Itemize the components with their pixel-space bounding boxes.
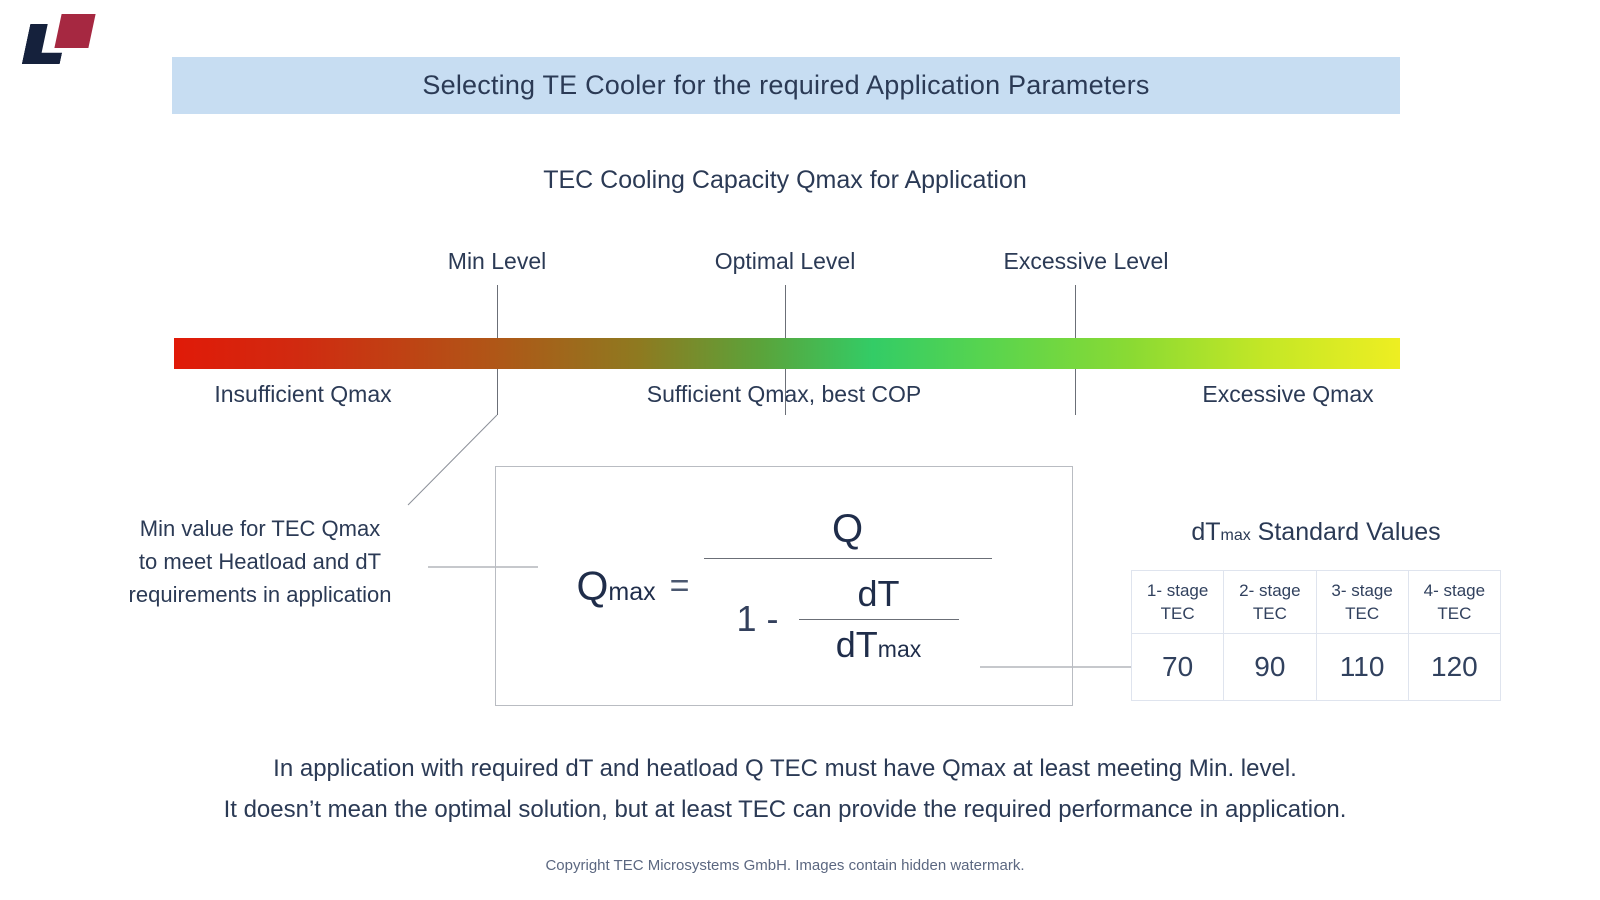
formula-one-minus: 1 - [736, 598, 779, 639]
formula-numerator: Q [831, 506, 864, 551]
formula-inner-denominator: dTmax [799, 620, 959, 666]
copyright-footer: Copyright TEC Microsystems GmbH. Images … [545, 857, 1025, 874]
dtmax-title-rest: Standard Values [1250, 518, 1441, 546]
header-bottom-3: TEC [1345, 604, 1380, 623]
header-top-2: 2- stage [1239, 581, 1301, 600]
formula-inner-den-sub: max [877, 635, 922, 662]
dtmax-title-base: dT [1191, 518, 1221, 546]
zone-label-insufficient: Insufficient Qmax [214, 381, 392, 407]
table-header-cell-2: 2- stage TEC [1223, 570, 1317, 634]
header-top-1: 1- stage [1146, 581, 1209, 600]
zone-label-excessive: Excessive Qmax [1202, 381, 1374, 407]
qmax-gradient-bar [174, 338, 1400, 369]
page-title: Selecting TE Cooler for the required App… [422, 70, 1150, 100]
level-label-min: Min Level [447, 248, 547, 274]
formula-lhs: Qmax [577, 563, 656, 610]
logo-square-icon [54, 14, 96, 48]
table-header-row: 1- stage TEC 2- stage TEC 3- stage TEC 4- s… [1130, 570, 1502, 634]
table-header-cell-3: 3- stage TEC [1315, 570, 1409, 634]
table-value-row: 70 90 110 120 [1130, 633, 1502, 701]
table-value-cell-1: 70 [1130, 633, 1225, 701]
formula-main-bar [703, 557, 992, 559]
title-banner: Selecting TE Cooler for the required App… [172, 57, 1400, 114]
level-label-excessive: Excessive Level [1003, 248, 1169, 274]
formula-lhs-base: Q [576, 562, 609, 609]
callout-line-2: to meet Heatload and dT [138, 549, 382, 574]
formula-lhs-sub: max [608, 577, 656, 606]
dtmax-title-sub: max [1220, 527, 1251, 544]
formula-inner-bar [798, 618, 959, 620]
table-value-cell-2: 90 [1223, 633, 1317, 701]
dtmax-standard-values-table: 1- stage TEC 2- stage TEC 3- stage TEC 4- s… [1130, 570, 1502, 701]
formula-equals: = [669, 566, 690, 605]
section-subtitle: TEC Cooling Capacity Qmax for Applicatio… [543, 166, 1027, 194]
table-value-cell-3: 110 [1315, 633, 1409, 701]
callout-line-1: Min value for TEC Qmax [139, 516, 381, 541]
callout-line-3: requirements in application [128, 582, 392, 607]
table-header-cell-4: 4- stage TEC [1407, 570, 1502, 634]
formula-denominator: 1 - dT dTmax [704, 559, 992, 666]
callout-min-value: Min value for TEC Qmax to meet Heatload … [90, 512, 430, 611]
bottom-note-line-1: In application with required dT and heat… [273, 755, 1297, 782]
formula-box [495, 466, 1073, 706]
dtmax-table-title: dTmax Standard Values [1130, 518, 1502, 547]
table-header-cell-1: 1- stage TEC [1130, 570, 1225, 634]
bottom-note-line-2: It doesn’t mean the optimal solution, bu… [223, 796, 1347, 823]
qmax-formula: Qmax = Q 1 - dT dTmax [495, 466, 1073, 706]
table-value-cell-4: 120 [1407, 633, 1502, 701]
formula-inner-den-base: dT [835, 623, 878, 665]
header-top-4: 4- stage [1423, 581, 1486, 600]
level-label-optimal: Optimal Level [714, 248, 856, 274]
header-top-3: 3- stage [1331, 581, 1393, 600]
formula-main-fraction: Q 1 - dT dTmax [703, 506, 992, 666]
bottom-note: In application with required dT and heat… [0, 748, 1570, 830]
header-bottom-2: TEC [1252, 604, 1287, 623]
formula-inner-numerator: dT [857, 572, 900, 614]
header-bottom-4: TEC [1437, 604, 1472, 623]
company-logo [18, 8, 104, 64]
zone-label-sufficient: Sufficient Qmax, best COP [646, 381, 922, 407]
header-bottom-1: TEC [1160, 604, 1195, 623]
formula-inner-fraction: dT dTmax [798, 572, 959, 666]
